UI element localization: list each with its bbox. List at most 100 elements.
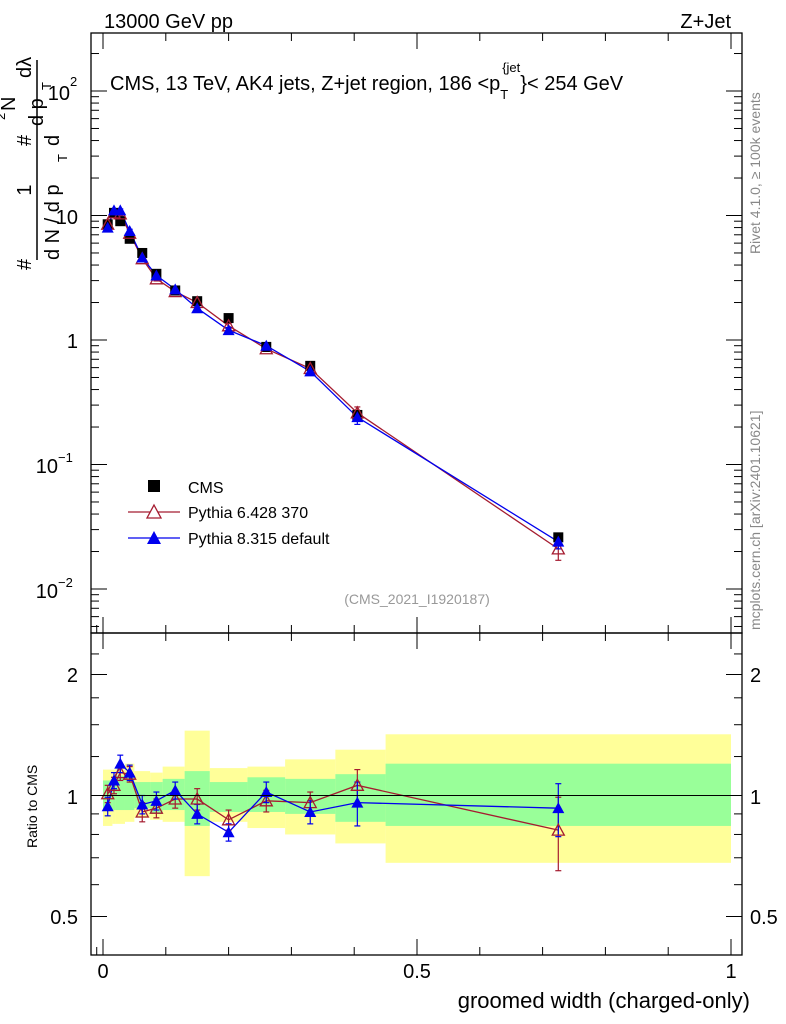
- plot-title-main: CMS, 13 TeV, AK4 jets, Z+jet region, 186…: [110, 73, 500, 95]
- ylabel-sup-2: 2: [0, 113, 8, 120]
- ratio-point-py8-6: [169, 784, 182, 796]
- xtick-label-0: 0: [97, 961, 108, 983]
- ylabel-dlambda: dλ: [14, 57, 36, 78]
- ratio-point-py8-8: [222, 826, 235, 838]
- legend-label-py6: Pythia 6.428 370: [188, 505, 308, 522]
- main-point-py6-12: [551, 541, 566, 555]
- ratio-ytick-left-1: 1: [67, 787, 78, 809]
- ratio-point-py6-9: [259, 793, 274, 807]
- ylabel-d-num: d: [42, 135, 64, 146]
- ratio-band-green-8: [209, 782, 248, 812]
- main-y-tick-labels: 10 2 10 1 10 −1 10 −2: [36, 74, 78, 603]
- ytick-label-100-exp: 2: [70, 74, 77, 89]
- ratio-point-py6-4: [135, 804, 150, 818]
- ytick-label-0p1: 10: [36, 456, 58, 478]
- ylabel-one: 1: [14, 184, 36, 195]
- ratio-tick-labels: 2 1 0.5 2 1 0.5 0 0.5 1: [50, 665, 778, 983]
- ratio-point-py8-3: [123, 766, 136, 778]
- plot-title-sup: {jet: [502, 60, 520, 75]
- main-point-cms-8: [223, 313, 234, 324]
- ytick-label-100: 10: [48, 83, 70, 105]
- ratio-y-label: Ratio to CMS: [24, 765, 40, 848]
- ratio-point-py6-6: [168, 791, 183, 805]
- ratio-point-py6-5: [149, 800, 164, 814]
- ylabel-N: N: [0, 97, 20, 111]
- ratio-band-green-2: [115, 775, 125, 811]
- ratio-point-py8-7: [191, 807, 204, 819]
- main-point-py8-3: [123, 225, 136, 237]
- main-point-cms-2: [115, 216, 126, 227]
- ylabel-dp: d p: [26, 98, 48, 126]
- main-point-py8-2: [114, 204, 127, 216]
- ratio-point-py6-2: [113, 765, 128, 779]
- ratio-point-py6-0: [100, 786, 115, 800]
- rivet-label: Rivet 4.1.0, ≥ 100k events: [747, 92, 763, 254]
- main-point-py8-5: [150, 269, 163, 281]
- ratio-point-py6-12: [551, 822, 566, 836]
- ratio-markers: [100, 757, 566, 838]
- ytick-label-10: 10: [56, 207, 78, 229]
- plot-title: CMS, 13 TeV, AK4 jets, Z+jet region, 186…: [110, 60, 624, 102]
- main-line-py6: [107, 212, 559, 550]
- ratio-point-py8-11: [351, 796, 364, 808]
- main-point-py8-11: [351, 411, 364, 423]
- xtick-label-1: 1: [725, 961, 736, 983]
- main-point-py8-7: [191, 302, 204, 314]
- ytick-label-0p1-exp: −1: [58, 450, 73, 465]
- legend-marker-cms: [148, 480, 160, 492]
- ratio-frame: [90, 632, 743, 956]
- ratio-band-green-3: [124, 775, 135, 811]
- main-point-py8-10: [304, 365, 317, 377]
- ratio-ytick-right-1: 1: [750, 787, 761, 809]
- legend-marker-py6: [145, 503, 163, 519]
- ratio-ytick-left-0p5: 0.5: [50, 907, 78, 929]
- ratio-point-py8-1: [107, 774, 120, 786]
- main-point-py8-0: [101, 221, 114, 233]
- ytick-label-0p01: 10: [36, 581, 58, 603]
- plot-title-sub: T: [500, 87, 508, 102]
- main-line-py8: [107, 209, 559, 543]
- ratio-point-py8-10: [304, 805, 317, 817]
- analysis-watermark: (CMS_2021_I1920187): [344, 591, 490, 607]
- ytick-label-1: 1: [67, 331, 78, 353]
- ratio-point-py6-11: [350, 777, 365, 791]
- ratio-band-green-1: [112, 778, 116, 811]
- main-point-py8-9: [260, 339, 273, 351]
- main-point-py8-6: [169, 283, 182, 295]
- ratio-point-py8-0: [101, 800, 114, 812]
- legend-marker-py8: [147, 531, 161, 544]
- ratio-point-py8-2: [114, 757, 127, 769]
- legend-label-cms: CMS: [188, 480, 224, 497]
- ylabel-hash-1: #: [14, 258, 36, 270]
- ratio-point-py8-5: [150, 794, 163, 806]
- main-series-lines: [107, 209, 559, 550]
- y-axis-label: # 1 d N / d p T # d 2 N d p T dλ: [0, 57, 70, 270]
- ratio-point-py8-4: [136, 798, 149, 810]
- ratio-point-py6-7: [190, 791, 205, 805]
- ratio-point-py8-9: [260, 786, 273, 798]
- ratio-ytick-right-0p5: 0.5: [750, 907, 778, 929]
- ratio-ytick-left-2: 2: [67, 665, 78, 687]
- x-axis-label: groomed width (charged-only): [458, 988, 750, 1013]
- plot-title-close: }< 254 GeV: [520, 73, 624, 95]
- mcplots-label: mcplots.cern.ch [arXiv:2401.10621]: [747, 411, 763, 630]
- ylabel-denominator: d N / d p: [42, 184, 64, 260]
- main-markers: [100, 204, 566, 555]
- ratio-ytick-right-2: 2: [750, 665, 761, 687]
- ylabel-sub-t: T: [55, 154, 70, 162]
- ylabel-hash-2: #: [14, 134, 36, 146]
- ratio-point-py6-8: [221, 812, 236, 826]
- main-point-py8-4: [136, 251, 149, 263]
- ytick-label-0p01-exp: −2: [58, 575, 73, 590]
- legend: CMS Pythia 6.428 370 Pythia 8.315 defaul…: [128, 480, 330, 548]
- ratio-point-py8-12: [552, 802, 565, 814]
- xtick-label-0p5: 0.5: [403, 961, 431, 983]
- header-right: Z+Jet: [680, 11, 731, 33]
- main-point-py8-12: [552, 535, 565, 547]
- main-error-bars: [104, 208, 562, 561]
- ylabel-sub-t2: T: [39, 82, 54, 90]
- legend-label-py8: Pythia 8.315 default: [188, 531, 330, 548]
- main-point-cms-7: [192, 296, 203, 307]
- ratio-band-green-11: [335, 774, 386, 822]
